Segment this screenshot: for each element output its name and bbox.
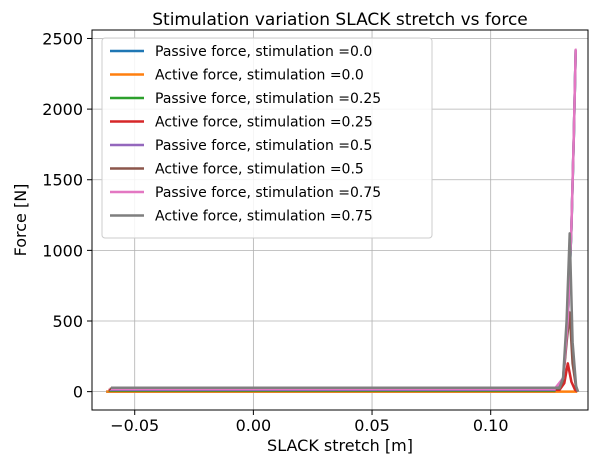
x-tick-label: 0.10 — [473, 416, 509, 435]
y-tick-label: 1000 — [42, 241, 83, 260]
legend-label: Passive force, stimulation =0.5 — [155, 138, 372, 154]
y-tick-label: 1500 — [42, 171, 83, 190]
x-tick-label: 0.05 — [354, 416, 390, 435]
x-axis-label: SLACK stretch [m] — [267, 436, 413, 455]
legend-label: Active force, stimulation =0.5 — [155, 162, 364, 178]
legend-label: Passive force, stimulation =0.0 — [155, 44, 372, 60]
x-tick-label: 0.00 — [236, 416, 272, 435]
legend-label: Active force, stimulation =0.0 — [155, 68, 364, 84]
legend-label: Active force, stimulation =0.75 — [155, 209, 373, 225]
series-line-8 — [111, 232, 580, 393]
y-axis-label: Force [N] — [11, 184, 30, 257]
legend-box — [101, 37, 433, 239]
x-tick-label: −0.05 — [110, 416, 159, 435]
chart-title: Stimulation variation SLACK stretch vs f… — [152, 10, 528, 30]
y-tick-label: 2500 — [42, 29, 83, 48]
legend: Passive force, stimulation =0.0 Active fo… — [101, 37, 433, 239]
y-tick-label: 0 — [73, 383, 83, 402]
legend-label: Active force, stimulation =0.25 — [155, 115, 373, 131]
y-tick-label: 2000 — [42, 100, 83, 119]
y-tick-label: 500 — [52, 312, 83, 331]
legend-label: Passive force, stimulation =0.25 — [155, 91, 381, 107]
ticks: −0.05 0.00 0.05 0.10 0 500 1000 1500 2000 2500 — [42, 29, 508, 435]
plot-frame — [91, 29, 589, 411]
legend-label: Passive force, stimulation =0.75 — [155, 185, 381, 201]
series-lines — [106, 48, 580, 393]
